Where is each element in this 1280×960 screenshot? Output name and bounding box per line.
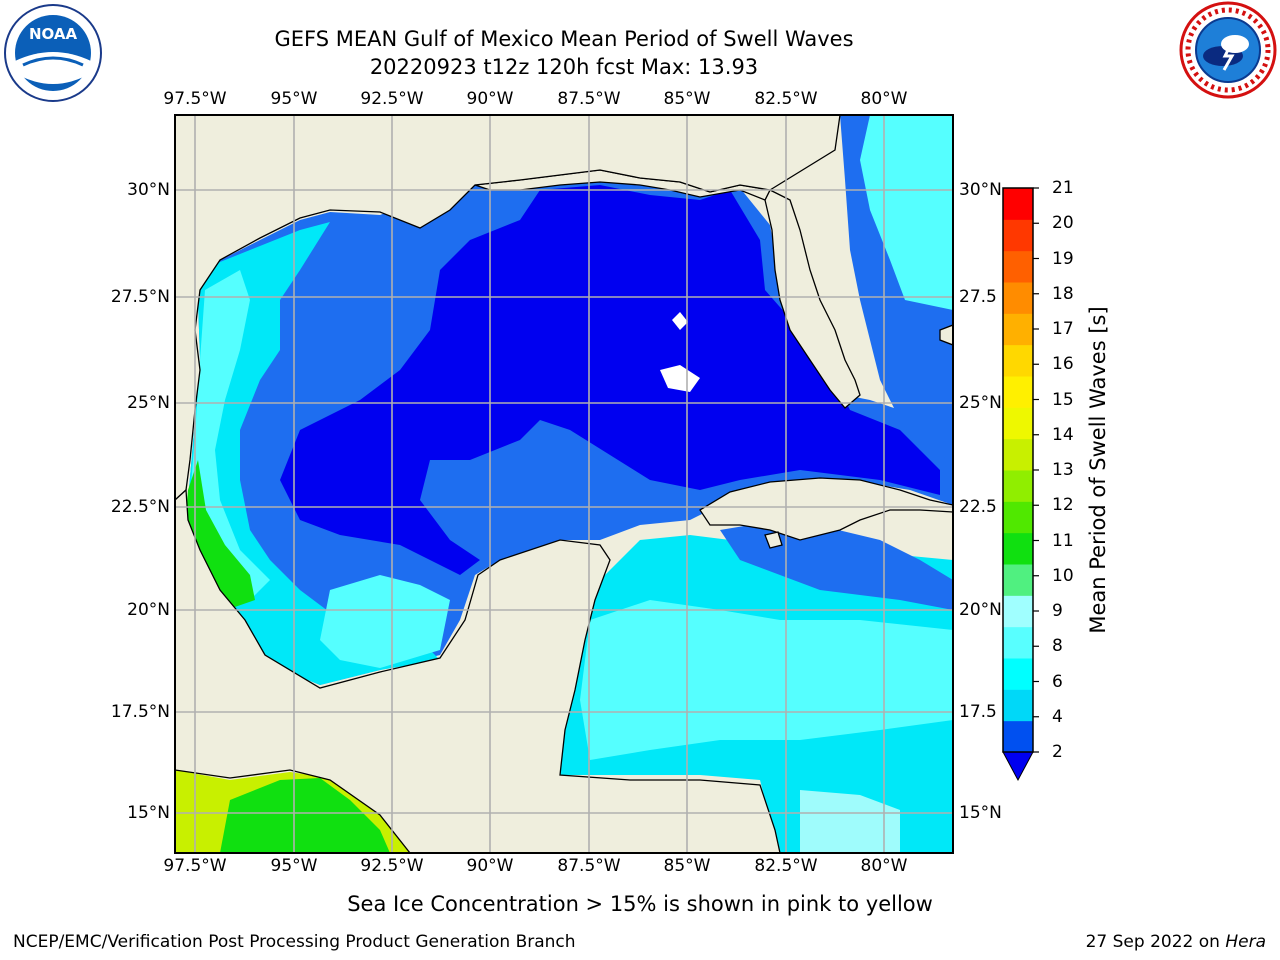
lat-label-left: 22.5°N [110,497,170,517]
us-texas-coast [175,115,841,501]
lat-label-left: 15°N [127,803,170,823]
graticule [175,115,953,853]
colorbar-segment [1003,658,1033,690]
colorbar-segment [1003,470,1033,502]
bahamas-island [939,324,953,346]
lon-label-bottom: 85°W [663,856,711,876]
lat-label-right: 30°N [959,180,1002,200]
lon-label-top: 85°W [663,89,711,109]
footer-machine: Hera [1225,932,1266,952]
atlantic-blue [840,115,953,460]
chart-title: GEFS MEAN Gulf of Mexico Mean Period of … [274,27,854,51]
colorbar-tick-label: 11 [1052,530,1074,551]
lon-label-bottom: 80°W [860,856,908,876]
lon-label-bottom: 90°W [466,856,514,876]
atlantic-cyan [840,115,953,330]
noaa-logo-icon: NOAA [3,3,103,103]
chart-subtitle: 20220923 t12z 120h fcst Max: 13.93 [369,55,759,79]
colorbar-segment [1003,407,1033,440]
caribbean-pale [800,790,900,853]
colorbar-segment [1003,689,1033,722]
colorbar-segment [1003,282,1033,314]
colorbar-tick-label: 8 [1052,636,1063,657]
colorbar-tick-label: 19 [1052,248,1074,269]
lon-label-top: 80°W [860,89,908,109]
pacific-green [220,778,390,853]
colorbar-tick-label: 6 [1052,671,1063,692]
gulf-deep-blue [280,185,940,575]
lon-label-bottom: 95°W [270,856,318,876]
colorbar-tick-label: 2 [1052,742,1063,762]
lon-label-bottom: 82.5°W [754,856,818,876]
gulf-mexico-coast-green [186,460,255,608]
caribbean-light [580,600,953,760]
lat-label-right: 25°N [959,393,1002,413]
colorbar-segment [1003,376,1033,408]
colorbar-tick-label: 9 [1052,601,1063,621]
mexico-landmass [175,488,781,853]
lat-label-left: 20°N [127,600,170,620]
colorbar-segment [1003,595,1033,628]
colorbar-extend-triangle [1002,751,1034,782]
colorbar-segment [1003,564,1033,596]
footer-date: 27 Sep 2022 on Hera [1086,932,1266,952]
lon-label-top: 95°W [270,89,318,109]
colorbar-segment [1003,501,1033,534]
lat-label-right: 15°N [959,803,1002,823]
cuba [699,477,953,541]
footer-credit: NCEP/EMC/Verification Post Processing Pr… [13,932,576,952]
lon-label-bottom: 87.5°W [557,856,621,876]
colorbar-segment [1003,219,1033,252]
colorbar-tick-label: 15 [1052,389,1074,410]
footer-date-text: 27 Sep 2022 on [1085,932,1220,952]
colorbar-tick-label: 13 [1052,460,1074,480]
svg-text:NOAA: NOAA [29,25,78,43]
lon-label-top: 92.5°W [360,89,424,109]
colorbar-segment [1003,626,1033,659]
colorbar [1002,187,1039,782]
colorbar-segment [1003,532,1033,565]
lat-label-left: 17.5°N [110,702,170,722]
colorbar-segment [1003,250,1033,283]
colorbar-segment [1003,313,1033,346]
colorbar-segment [1003,344,1033,377]
colorbar-tick-label: 21 [1052,178,1074,198]
gulf-sw-light [320,575,450,668]
colorbar-tick-label: 14 [1052,424,1074,445]
lon-label-top: 82.5°W [754,89,818,109]
lat-label-left: 30°N [127,180,170,200]
lon-label-bottom: 92.5°W [360,856,424,876]
white-gap-1 [672,312,688,330]
lat-label-right: 27.5 [959,287,997,307]
lat-label-left: 27.5°N [110,287,170,307]
sea-ice-caption: Sea Ice Concentration > 15% is shown in … [347,892,933,916]
colorbar-tick-label: 17 [1052,319,1074,339]
lon-label-bottom: 97.5°W [163,856,227,876]
nws-logo-icon [1177,0,1279,100]
colorbar-tick-label: 20 [1052,213,1074,234]
colorbar-segment [1003,188,1033,220]
colorbar-segment [1003,438,1033,471]
colorbar-tick-label: 10 [1052,565,1074,586]
florida-peninsula [764,189,861,409]
white-gap-2 [660,365,700,392]
lat-label-right: 20°N [959,600,1002,620]
map-frame [174,114,954,854]
colorbar-label: Mean Period of Swell Waves [s] [1086,306,1110,634]
colorbar-tick-label: 12 [1052,495,1074,516]
colorbar-segment [1003,720,1033,753]
lat-label-left: 25°N [127,393,170,413]
lat-label-right: 17.5 [959,702,997,722]
lat-label-right: 22.5 [959,497,997,517]
colorbar-tick-label: 4 [1052,706,1063,727]
isla-juventud [764,531,783,549]
lon-label-top: 97.5°W [163,89,227,109]
lon-label-top: 87.5°W [557,89,621,109]
colorbar-tick-label: 16 [1052,354,1074,375]
lon-label-top: 90°W [466,89,514,109]
colorbar-tick-label: 18 [1052,283,1074,304]
